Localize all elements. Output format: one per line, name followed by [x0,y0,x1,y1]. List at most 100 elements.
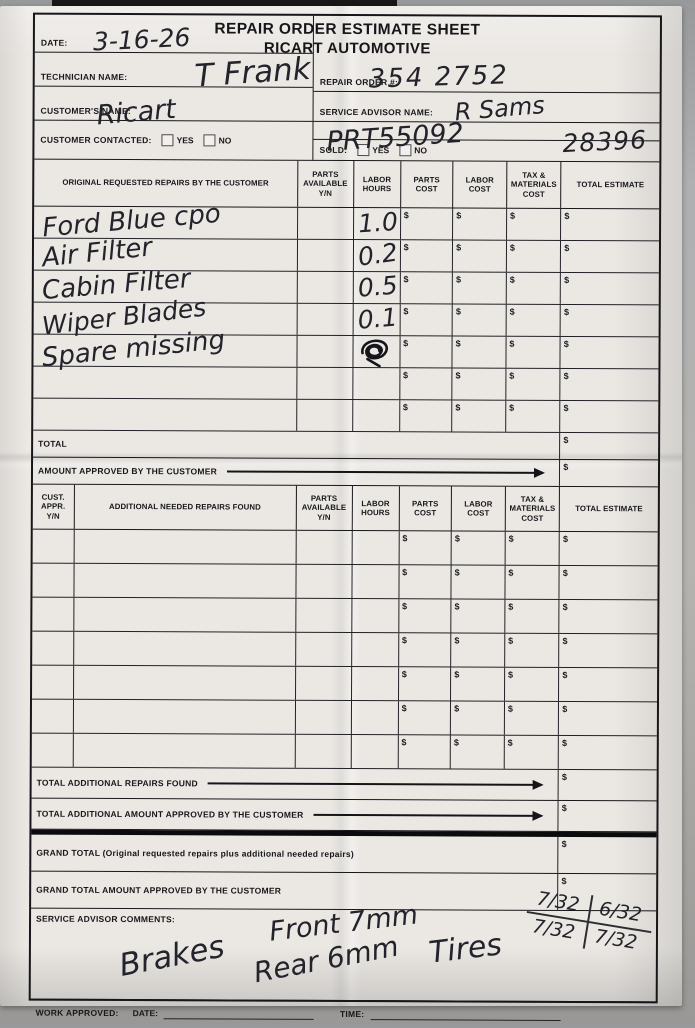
money-cell: $ [397,599,451,633]
parts-available-cell [294,700,351,735]
parts-available-cell [294,632,352,667]
money-cell: $ [397,735,450,769]
footer-time-label: TIME: [339,1008,365,1020]
technician-name-label: TECHNICIAN NAME: [40,71,128,83]
money-cell: $ [449,701,504,735]
arrow-line [313,813,542,817]
dollar-sign: $ [509,370,515,381]
total-additional-repairs-label: TOTAL ADDITIONAL REPAIRS FOUND [36,777,198,789]
parts-available-cell [296,239,353,272]
money-cell: $ [399,240,453,272]
dollar-sign: $ [402,601,408,612]
dollar-sign: $ [563,434,569,445]
labor-hours-cell [351,565,399,599]
additional-repair-row: $ $ $ $ [32,597,658,635]
money-cell: $ [558,565,658,600]
repair-description-cell: Ford Blue cpo [34,199,297,244]
repair-description-cell [72,733,295,768]
dollar-sign: $ [454,703,460,714]
dollar-sign: $ [455,274,462,285]
labor-hours-cell [350,667,398,701]
money-cell: $ [398,400,452,432]
total-additional-approved-row: TOTAL ADDITIONAL AMOUNT APPROVED BY THE … [31,798,657,833]
dollar-sign: $ [507,703,513,714]
money-cell: $ [451,400,506,432]
dollar-sign: $ [562,669,568,680]
money-cell: $ [504,599,559,633]
dollar-sign: $ [401,669,407,680]
money-cell: $ [398,531,451,565]
amount-approved-row: AMOUNT APPROVED BY THE CUSTOMER $ [32,457,659,488]
dollar-sign: $ [401,737,407,748]
repair-row: $ $ $ $ [33,366,659,402]
form-header: REPAIR ORDER ESTIMATE SHEET RICART AUTOM… [34,14,660,163]
total-row: TOTAL $ [33,430,659,461]
repair-description-cell [33,399,296,431]
money-cell: $ [450,565,505,599]
customer-approval-cell [32,598,73,631]
dollar-sign: $ [562,703,568,714]
total-additional-cell: $ [557,769,657,801]
customer-contacted-yes-checkbox [161,134,174,147]
repair-description-cell [73,563,296,598]
dollar-sign: $ [508,533,514,544]
money-cell: $ [558,599,658,634]
labor-hours-cell: 0.1 [352,303,400,336]
money-cell: $ [558,701,657,736]
dollar-sign: $ [509,306,515,317]
money-cell: $ [399,336,452,368]
dollar-sign: $ [403,210,409,221]
dollar-sign: $ [509,274,515,285]
date-signature-line [163,1007,315,1020]
dollar-sign: $ [402,567,408,578]
column-header-parts-cost: PARTS COST [398,486,452,531]
parts-available-cell [295,367,353,400]
money-cell: $ [451,272,506,304]
money-cell: $ [505,304,560,336]
time-signature-line [370,1008,561,1021]
no-label: NO [218,135,232,146]
additional-repair-row: $ $ $ $ [31,733,657,771]
column-header-parts-available: PARTS AVAILABLE Y/N [296,160,354,208]
original-repairs-header-row: ORIGINAL REQUESTED REPAIRS BY THE CUSTOM… [34,159,660,210]
labor-hours-cell [350,735,398,769]
brakes-handwriting: Brakes [116,928,228,984]
money-cell: $ [505,336,560,368]
dollar-sign: $ [401,635,407,646]
dollar-sign: $ [562,601,568,612]
column-header-additional-repairs: ADDITIONAL NEEDED REPAIRS FOUND [73,484,296,530]
parts-available-cell [295,335,353,368]
dollar-sign: $ [403,274,409,285]
money-cell: $ [450,599,505,633]
technician-value-handwriting: T Frank [193,50,312,95]
money-cell: $ [452,208,507,240]
amount-approved-cell: $ [559,459,659,487]
repair-row: Wiper Blades 0.1 $ $ $ $ [33,292,659,341]
original-repairs-body: Ford Blue cpo 1.0 $ $ $ $ Air Filter 0.2 $ $ $ $ Cab… [33,199,660,434]
money-cell: $ [505,272,561,304]
dollar-sign: $ [562,737,568,748]
dollar-sign: $ [456,242,462,253]
parts-available-cell [294,598,352,633]
dollar-sign: $ [455,338,461,349]
scribble-mark [360,339,388,368]
repair-description-cell [72,665,295,700]
dollar-sign: $ [508,601,514,612]
money-cell: $ [504,565,559,599]
money-cell: $ [559,336,659,369]
customer-value-handwriting: Ricart [95,93,178,132]
parts-available-cell [296,303,353,336]
service-advisor-label: SERVICE ADVISOR NAME: [319,106,434,118]
money-cell: $ [559,272,659,305]
total-amount-cell: $ [559,432,659,460]
background-table-surface [52,0,397,10]
repair-description-cell [73,529,296,564]
repair-description-cell [33,367,296,399]
total-additional-repairs-row: TOTAL ADDITIONAL REPAIRS FOUND $ [31,767,657,802]
money-cell: $ [505,368,560,400]
column-header-tax-materials: TAX & MATERIALS COST [506,161,561,208]
money-cell: $ [399,304,452,336]
dollar-sign: $ [453,737,459,748]
dollar-sign: $ [402,533,408,544]
grand-total-row: GRAND TOTAL (Original requested repairs … [31,834,657,875]
